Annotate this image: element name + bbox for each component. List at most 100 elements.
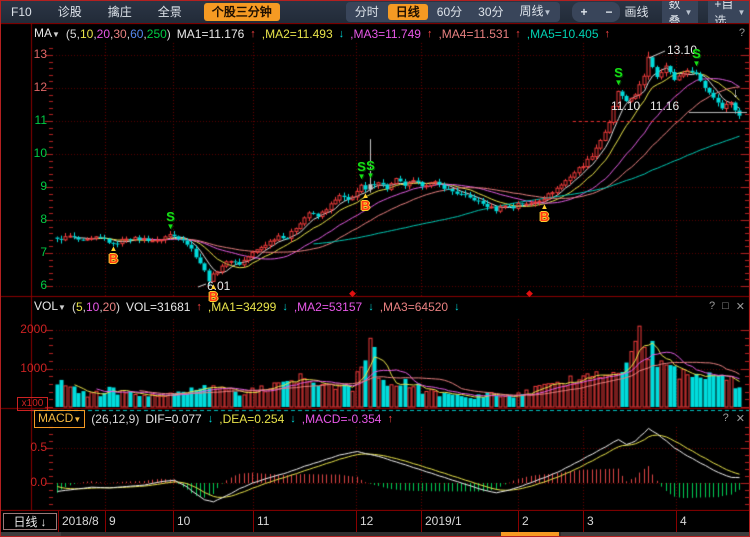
volume-axis-label: 2000 (20, 322, 47, 336)
help-icon[interactable]: ? (738, 27, 745, 39)
vol-value: ,MA2=53157 (293, 300, 363, 314)
toolbar-button-draw-line[interactable]: 画线 (624, 5, 649, 19)
buy-signal-marker: ▲ B (538, 202, 552, 224)
param-value: , (76, 27, 80, 41)
help-icon[interactable]: ? (709, 300, 716, 312)
month-label: 11 (257, 514, 270, 528)
period-quick-button[interactable]: 日线 ↓ (3, 513, 57, 530)
macd-window-icons: ? ✕ (723, 412, 745, 425)
ma-params: (5,10,20,30,60,250) (66, 27, 171, 41)
sell-signal-marker: S ▼ (612, 65, 626, 87)
volume-axis-label: 1000 (20, 361, 47, 375)
help-icon[interactable]: ? (722, 412, 729, 424)
param-value: ( (91, 412, 96, 426)
month-label: 10 (177, 514, 191, 528)
arrow-up-icon: ▲ (361, 190, 370, 200)
sell-signal-letter: S (614, 65, 623, 81)
price-axis-label: 7 (40, 245, 47, 259)
period-tab-daily[interactable]: 日线 (387, 4, 428, 20)
period-tab-30min[interactable]: 30分 (478, 5, 504, 19)
param-value: , (125, 412, 129, 426)
ma-value: MA1=11.176 (176, 27, 245, 41)
param-value: ) (166, 27, 171, 41)
arrow-down-icon: ▼ (366, 171, 375, 181)
time-axis-bar: 日线 ↓ 2018/8 9 10 11 12 2019/1 2 3 4 (1, 511, 749, 532)
sell-signal-marker: S ▼ (690, 47, 704, 68)
price-axis-label: 12 (33, 80, 47, 94)
param-value: 5 (75, 300, 83, 314)
price-axis-label: 9 (40, 179, 47, 193)
buy-signal-marker: ▲ B (359, 190, 373, 212)
month-tick (356, 511, 357, 532)
vol-value: ,MA3=64520 (379, 300, 449, 314)
param-value: 10 (79, 27, 94, 41)
event-diamond-icon[interactable]: ◆ (526, 288, 533, 298)
arrow-up-icon: ↑ (250, 28, 256, 40)
chevron-down-icon: ▼ (52, 30, 60, 39)
arrow-up-icon: ↑ (426, 28, 433, 40)
vol-params: (5,10,20) (72, 300, 120, 314)
toolbar-button-banker-catch[interactable]: 擒庄 (107, 5, 132, 19)
ma-window-icons: ? (739, 27, 745, 39)
zoom-out-button[interactable]: − (605, 5, 613, 19)
period-quick-label: 日线 (13, 515, 38, 529)
month-tick (105, 511, 106, 532)
param-value: 26 (95, 412, 109, 426)
ma-value: ,MA4=11.531 (438, 27, 510, 41)
ma-value: ,MA2=11.493 (261, 27, 333, 41)
maximize-icon[interactable]: □ (722, 300, 729, 312)
sell-signal-letter: S (166, 208, 175, 224)
toolbar-button-f10[interactable]: F10 (11, 5, 32, 19)
price-annotation: 11.16 (650, 99, 680, 113)
vol-indicator-selector[interactable]: VOL▼ (34, 299, 66, 313)
close-icon[interactable]: ✕ (735, 301, 745, 313)
ma-header: MA▼ (5,10,20,30,60,250) MA1=11.176 ↑ ,MA2=11… (34, 26, 610, 42)
chevron-down-icon: ▼ (737, 7, 746, 17)
buy-signal-marker: ▲ B (207, 283, 221, 305)
chart-scrollbar[interactable] (1, 532, 749, 536)
arrow-down-icon: ▼ (357, 172, 366, 182)
arrow-up-icon: ▲ (540, 202, 549, 212)
buy-signal-letter: B (108, 251, 119, 267)
param-value: , (99, 300, 103, 314)
toolbar-button-panorama[interactable]: 全景 (157, 5, 182, 19)
arrow-down-icon: ↓ (732, 84, 739, 100)
scrollbar-segment (1, 532, 61, 536)
arrow-up-icon: ↑ (515, 28, 521, 40)
scrollbar-thumb[interactable] (501, 532, 559, 536)
macd-header: MACD▼ (26,12,9) DIF=0.077 ↓ ,DEA=0.254 ↓ ,MACD… (34, 410, 393, 428)
price-axis-label: 13 (33, 47, 47, 61)
sell-signal-letter: S (366, 158, 375, 174)
close-icon[interactable]: ✕ (735, 413, 745, 425)
buy-signal-letter: B (208, 289, 219, 305)
param-value: , (143, 27, 147, 41)
month-label: 3 (587, 514, 594, 528)
ma-indicator-selector[interactable]: MA▼ (34, 26, 60, 40)
sell-signal-marker: S ▼ (364, 158, 378, 181)
price-axis-label: 10 (33, 146, 47, 160)
param-value: 20 (96, 27, 111, 41)
month-label: 2019/1 (425, 514, 462, 528)
zoom-in-button[interactable]: + (580, 5, 588, 19)
volume-unit-label: x100 (17, 397, 48, 411)
month-label: 9 (109, 514, 116, 528)
candlestick-chart-canvas[interactable] (1, 23, 749, 511)
period-tab-minute[interactable]: 分时 (354, 5, 379, 19)
macd-value: DIF=0.077 (145, 412, 202, 426)
month-label: 2018/8 (62, 514, 99, 528)
vol-header: VOL▼ (5,10,20) VOL=31681 ↑ ,MA1=34299 ↓ ,MA2=5… (34, 299, 460, 315)
arrow-up-icon: ↑ (196, 301, 202, 313)
toolbar-button-stock-3min[interactable]: 个股三分钟 (203, 3, 280, 21)
arrow-down-icon: ↓ (282, 301, 288, 313)
vol-value: ,MA1=34299 (207, 300, 277, 314)
macd-value: ,MACD=-0.354 (301, 412, 382, 426)
event-diamond-icon[interactable]: ◆ (349, 288, 356, 298)
param-value: 250 (146, 27, 167, 41)
macd-indicator-selector[interactable]: MACD▼ (34, 410, 86, 428)
param-value: 12 (111, 412, 126, 426)
period-tab-60min[interactable]: 60分 (436, 5, 463, 19)
period-tab-weekly[interactable]: 周线▼ (519, 4, 552, 18)
dropdown-arrow-icon: ↓ (40, 514, 47, 529)
toolbar-button-diagnose-stock[interactable]: 诊股 (57, 5, 82, 19)
